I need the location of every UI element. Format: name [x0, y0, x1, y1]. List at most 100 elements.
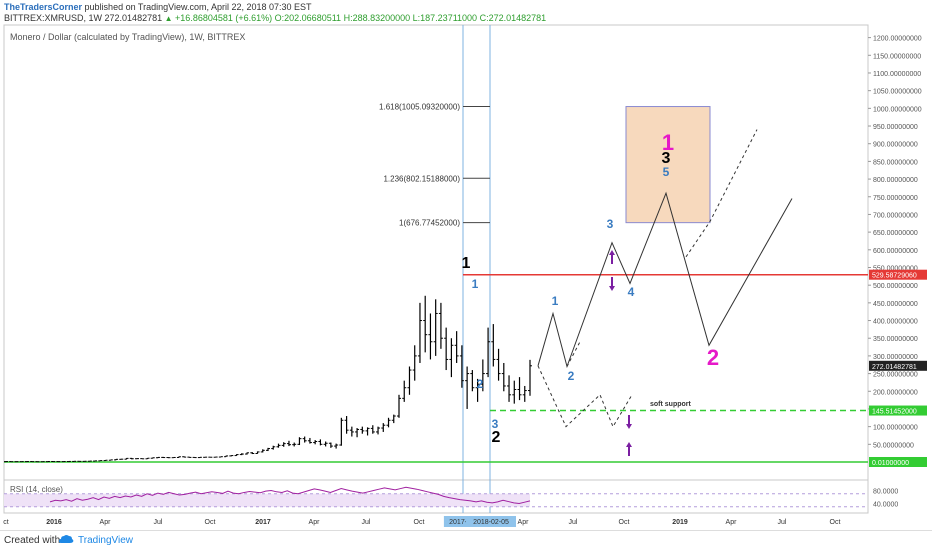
wave-label: 4: [628, 285, 635, 299]
last-price: 272.01482781: [104, 13, 163, 23]
rsi-label: RSI (14, close): [10, 485, 63, 494]
y-tick-label: 1200.00000000: [873, 36, 922, 43]
chart-title: Monero / Dollar (calculated by TradingVi…: [10, 32, 245, 42]
price-label-box: [869, 456, 927, 467]
y-tick-label: 300.00000000: [873, 354, 918, 361]
published-text: published on TradingView.com, April 22, …: [84, 2, 312, 12]
x-tick-label: Oct: [830, 519, 841, 526]
price-label-box: [869, 360, 927, 371]
price-bars: [4, 295, 532, 463]
purple-up-arrow-icon: [609, 250, 615, 264]
x-tick-label: Oct: [619, 519, 630, 526]
wave-label: 1: [662, 130, 674, 155]
x-tick-label: Apr: [309, 519, 321, 526]
rsi-tick-label: 40.0000: [873, 502, 898, 509]
wave-label: 2: [568, 369, 575, 383]
price-change: +16.86804581 (+6.61%): [175, 13, 273, 23]
x-tick-label: 2016: [46, 519, 62, 526]
y-tick-label: 700.00000000: [873, 212, 918, 219]
purple-up-arrow-icon: [626, 442, 632, 456]
y-tick-label: 650.00000000: [873, 230, 918, 237]
fib-level-label: 1.236(802.15188000): [383, 174, 460, 183]
wave-label: 1: [552, 294, 559, 308]
x-tick-label: Jul: [569, 519, 578, 526]
y-tick-label: 600.00000000: [873, 248, 918, 255]
y-tick-label: 800.00000000: [873, 177, 918, 184]
y-tick-label: 550.00000000: [873, 265, 918, 272]
target-zone-box: [625, 106, 711, 224]
x-tick-label: 2018-02-05: [473, 519, 509, 526]
x-tick-label: Oct: [414, 519, 425, 526]
y-tick-label: 900.00000000: [873, 142, 918, 149]
fib-level-label: 1.618(1005.09320000): [379, 103, 460, 112]
x-tick-label: Apr: [100, 519, 112, 526]
price-label-text: 0.01000000: [872, 460, 909, 467]
price-label-box: [869, 269, 927, 280]
y-tick-label: 750.00000000: [873, 195, 918, 202]
y-tick-label: 1100.00000000: [873, 71, 921, 78]
y-tick-label: 1000.00000000: [873, 106, 922, 113]
tradingview-brand-link[interactable]: TradingView: [78, 535, 134, 546]
wave-label: 3: [607, 217, 614, 231]
chart-header: TheTradersCorner published on TradingVie…: [0, 0, 932, 24]
x-tick-label: 2019: [672, 519, 688, 526]
y-axis-ticks: 1200.00000000 1150.00000000 1100.00000000 1…: [868, 36, 922, 449]
created-with-label: Created with: [4, 535, 61, 546]
y-tick-label: 850.00000000: [873, 159, 918, 166]
projection-path-dashed: [566, 341, 581, 367]
wave-label: 2: [477, 377, 484, 391]
wave-label: 3: [662, 150, 671, 167]
wave-label: 1: [472, 277, 479, 291]
y-tick-label: 950.00000000: [873, 124, 918, 131]
y-tick-label: 200.00000000: [873, 389, 918, 396]
high-value: H:288.83200000: [343, 13, 411, 23]
open-value: O:202.06680511: [274, 13, 342, 23]
y-tick-label: 1050.00000000: [873, 89, 922, 96]
soft-support-label: soft support: [650, 401, 691, 408]
publisher-link[interactable]: TheTradersCorner: [4, 2, 83, 12]
x-tick-label: Jul: [778, 519, 787, 526]
x-tick-label: ct: [3, 519, 9, 526]
projection-path-dashed: [685, 129, 758, 258]
wave-label: 5: [663, 165, 670, 179]
y-tick-label: 100.00000000: [873, 425, 918, 432]
x-highlight-box: [443, 516, 481, 527]
x-tick-label: 2017: [255, 519, 271, 526]
price-label-text: 272.01482781: [872, 364, 917, 371]
purple-down-arrow-icon: [626, 415, 632, 429]
y-tick-label: 450.00000000: [873, 301, 918, 308]
wave-label: 1: [462, 255, 471, 272]
wave-label: 2: [707, 345, 719, 370]
symbol-line: BITTREX:XMRUSD, 1W 272.01482781 ▲ +16.86…: [4, 13, 546, 23]
x-tick-label: 2017-12: [449, 519, 475, 526]
rsi-band: [4, 493, 530, 507]
purple-down-arrow-icon: [609, 277, 615, 291]
price-label-box: [869, 405, 927, 416]
y-tick-label: 1150.00000000: [873, 53, 921, 60]
rsi-tick-label: 80.0000: [873, 489, 898, 496]
symbol-label[interactable]: BITTREX:XMRUSD, 1W: [4, 13, 103, 23]
price-label-text: 145.51452000: [872, 409, 917, 416]
y-tick-label: 400.00000000: [873, 319, 918, 326]
projection-path-dashed: [537, 365, 633, 428]
price-chart[interactable]: Monero / Dollar (calculated by TradingVi…: [0, 0, 932, 530]
y-tick-label: 350.00000000: [873, 336, 918, 343]
up-triangle-icon: ▲: [164, 14, 173, 23]
x-tick-label: Jul: [362, 519, 371, 526]
y-tick-label: 250.00000000: [873, 372, 918, 379]
x-tick-label: Jul: [154, 519, 163, 526]
footer-bar: Created with TradingView: [0, 530, 932, 551]
x-highlight-box: [466, 516, 516, 527]
publish-line: TheTradersCorner published on TradingVie…: [4, 2, 312, 12]
low-value: L:187.23711000: [412, 13, 478, 23]
x-tick-label: Oct: [205, 519, 216, 526]
x-tick-label: Apr: [518, 519, 530, 526]
x-tick-label: Apr: [726, 519, 738, 526]
y-tick-label: 50.00000000: [873, 442, 914, 449]
fib-level-label: 1(676.77452000): [399, 219, 460, 228]
price-label-text: 529.58729060: [872, 273, 917, 280]
chart-frame: [3, 24, 869, 514]
projection-path-solid: [537, 191, 793, 369]
wave-label: 2: [492, 429, 501, 446]
rsi-line: [49, 486, 531, 505]
